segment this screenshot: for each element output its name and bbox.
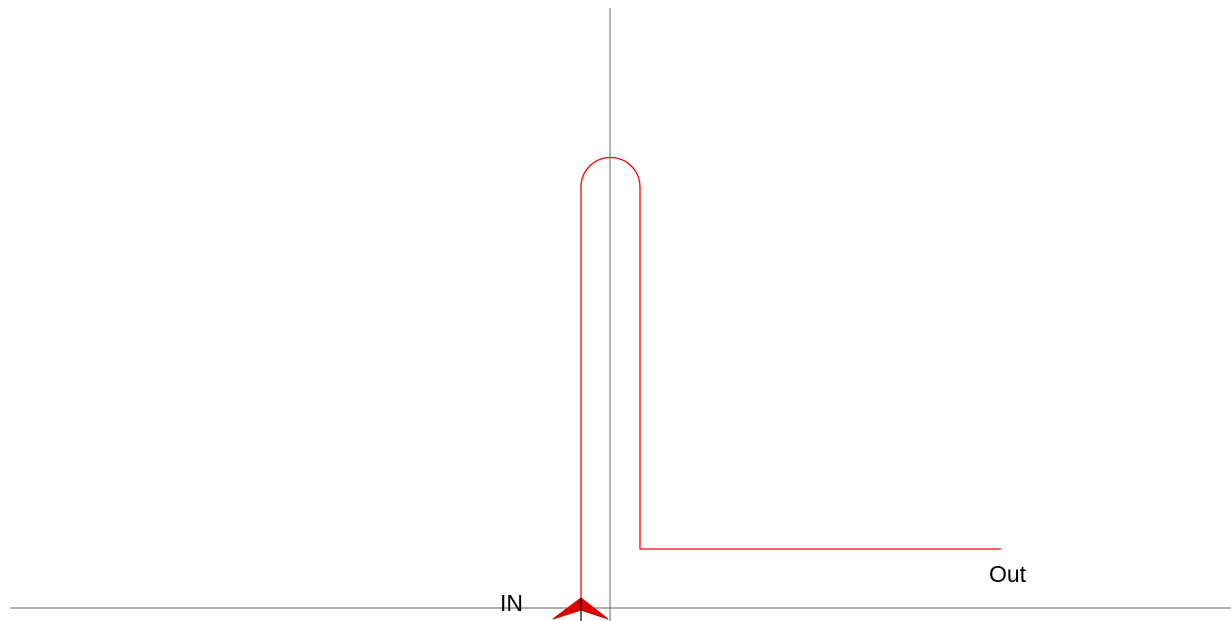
in-label: IN	[500, 590, 523, 616]
out-label: Out	[989, 561, 1027, 587]
flow-path	[580, 156, 1001, 610]
